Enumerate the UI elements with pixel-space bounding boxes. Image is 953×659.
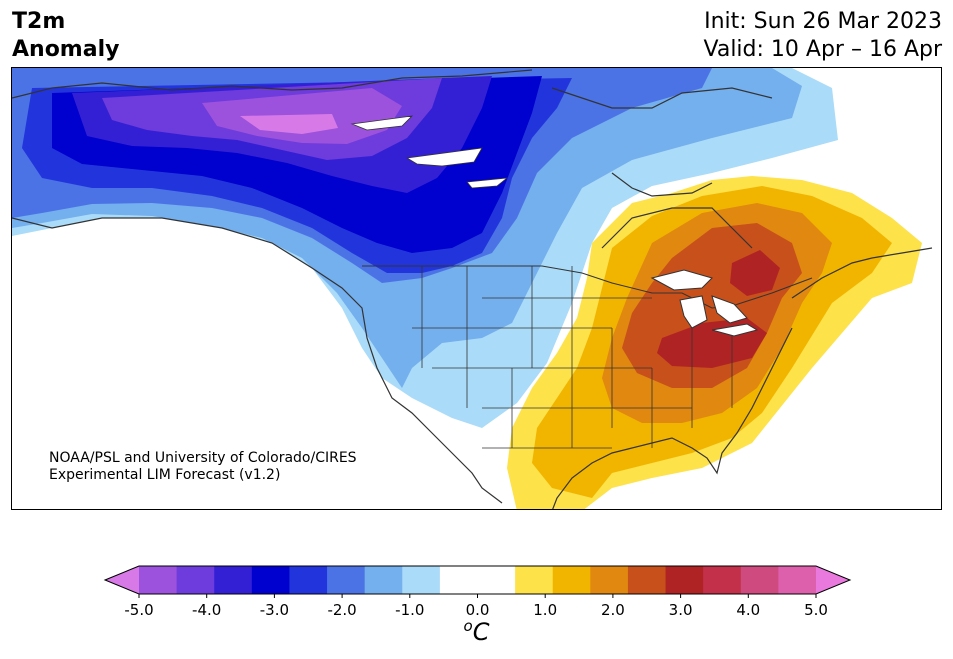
date-info: Init: Sun 26 Mar 2023 Valid: 10 Apr – 16… [704, 8, 943, 64]
colorbar-segment [590, 566, 629, 594]
colorbar-extend-max [816, 566, 850, 594]
colorbar-segment [515, 566, 554, 594]
colorbar-segment [364, 566, 403, 594]
colorbar-segment [477, 566, 516, 594]
valid-date-label: Valid: 10 Apr – 16 Apr [703, 37, 943, 62]
great-lakes [650, 269, 759, 337]
colorbar-tick-label: 2.0 [601, 601, 625, 619]
colorbar-segment [778, 566, 817, 594]
hudson-bay-lakes [350, 115, 509, 189]
title-line-1: T2m [12, 9, 66, 34]
colorbar-extend-min [105, 566, 139, 594]
units-superscript: o [463, 617, 473, 635]
colorbar-tick-label: -3.0 [260, 601, 289, 619]
state-borders [412, 266, 733, 449]
colorbar-segment [402, 566, 441, 594]
title-line-2: Anomaly [12, 37, 120, 62]
colorbar: -5.0 -4.0 -3.0 -2.0 -1.0 0.0 1.0 2.0 3.0 4.0 5.0 [0, 560, 953, 659]
colorbar-tick-label: 1.0 [533, 601, 557, 619]
colorbar-tick-label: -2.0 [327, 601, 356, 619]
colorbar-segment [665, 566, 704, 594]
colorbar-tick-label: 3.0 [669, 601, 693, 619]
colorbar-tick-label: -1.0 [395, 601, 424, 619]
colorbar-segment [703, 566, 742, 594]
colorbar-units: oC [0, 617, 953, 646]
colorbar-segment [439, 566, 478, 594]
map-title: T2m Anomaly [12, 8, 119, 64]
anomaly-region-cold-9 [240, 114, 338, 134]
colorbar-segment [327, 566, 366, 594]
colorbar-svg: -5.0 -4.0 -3.0 -2.0 -1.0 0.0 1.0 2.0 3.0 4.0 5.0 [103, 565, 852, 619]
init-date-label: Init: Sun 26 Mar 2023 [704, 9, 942, 34]
credit-line-2: Experimental LIM Forecast (v1.2) [49, 467, 281, 483]
colorbar-tick-label: -4.0 [192, 601, 221, 619]
colorbar-segment [251, 566, 290, 594]
credit-text: NOAA/PSL and University of Colorado/CIRE… [49, 450, 357, 484]
colorbar-segment [139, 566, 178, 594]
colorbar-tick-label: 5.0 [804, 601, 828, 619]
anomaly-region-warm-5 [730, 250, 780, 296]
colorbar-segment [176, 566, 215, 594]
colorbar-tick-label: 4.0 [736, 601, 760, 619]
border-canada-us [362, 265, 813, 309]
coastline-east [552, 207, 933, 509]
units-base: C [472, 618, 490, 646]
colorbar-segment [552, 566, 591, 594]
coastline-west [12, 217, 503, 504]
coastline-north [12, 69, 773, 197]
map-svg [12, 68, 933, 509]
colorbar-segment [289, 566, 328, 594]
colorbar-segment [627, 566, 667, 594]
anomaly-map [11, 67, 942, 510]
colorbar-segment [740, 566, 779, 594]
colorbar-tick-label: 0.0 [466, 601, 490, 619]
credit-line-1: NOAA/PSL and University of Colorado/CIRE… [49, 450, 357, 466]
colorbar-tick-label: -5.0 [124, 601, 153, 619]
colorbar-segment [214, 566, 253, 594]
